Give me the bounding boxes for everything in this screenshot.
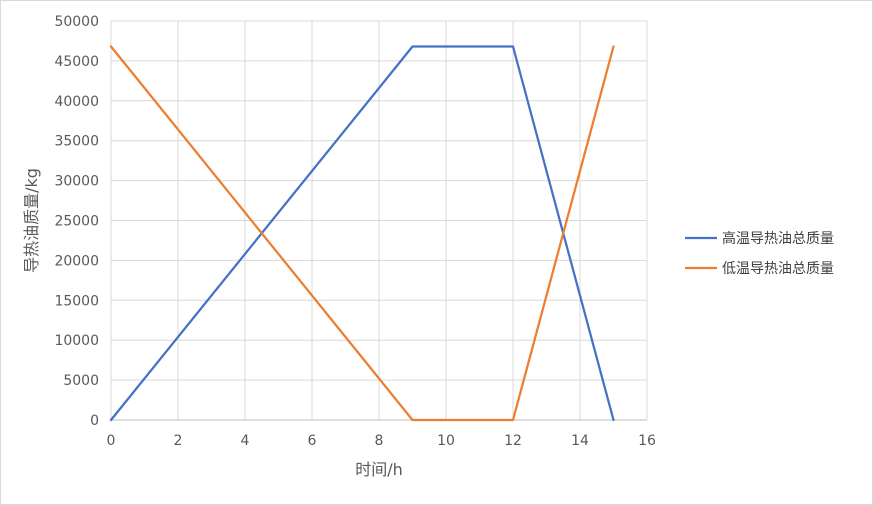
y-tick-label: 40000 — [54, 94, 99, 110]
y-axis-title: 导热油质量/kg — [22, 168, 41, 273]
y-tick-label: 35000 — [54, 134, 99, 150]
tick-labels: 0 5000 10000 15000 20000 25000 30000 35000 40000… — [54, 14, 656, 449]
y-tick-label: 30000 — [54, 174, 99, 190]
y-tick-label: 20000 — [54, 253, 99, 269]
x-axis-title: 时间/h — [355, 460, 403, 479]
x-tick-label: 4 — [241, 433, 250, 449]
y-tick-label: 5000 — [63, 373, 99, 389]
x-tick-label: 16 — [638, 433, 656, 449]
series-line-low-temp — [109, 45, 615, 422]
x-tick-label: 14 — [571, 433, 589, 449]
x-tick-label: 6 — [308, 433, 317, 449]
y-tick-label: 10000 — [54, 333, 99, 349]
legend-label-low-temp: 低温导热油总质量 — [722, 261, 834, 277]
x-tick-label: 2 — [174, 433, 183, 449]
axes — [110, 21, 647, 421]
x-tick-label: 10 — [437, 433, 455, 449]
series-lines — [109, 45, 615, 422]
series-line-high-temp — [109, 45, 615, 422]
y-tick-label: 15000 — [54, 293, 99, 309]
y-tick-label: 50000 — [54, 14, 99, 30]
legend: 高温导热油总质量 低温导热油总质量 — [685, 230, 834, 277]
x-tick-label: 12 — [504, 433, 522, 449]
x-tick-label: 0 — [107, 433, 116, 449]
x-tick-label: 8 — [375, 433, 384, 449]
gridlines — [111, 20, 648, 420]
y-tick-label: 25000 — [54, 214, 99, 230]
y-tick-label: 45000 — [54, 54, 99, 70]
y-tick-label: 0 — [90, 413, 99, 429]
legend-label-high-temp: 高温导热油总质量 — [722, 230, 834, 247]
